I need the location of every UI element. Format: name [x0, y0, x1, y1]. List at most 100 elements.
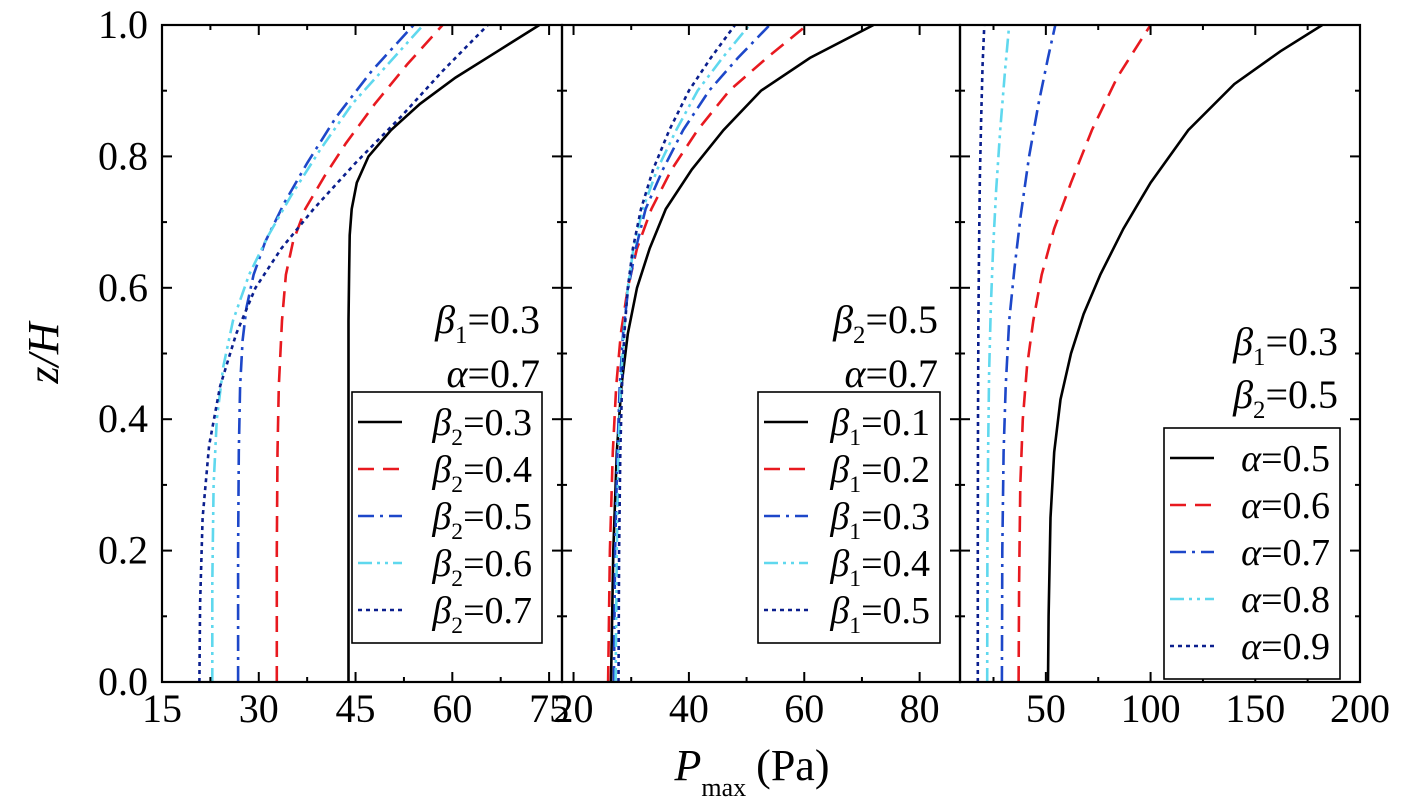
y-tick-label: 0.2: [98, 528, 148, 573]
legend-label: α=0.7: [1241, 532, 1330, 574]
y-axis-title: z/H: [19, 320, 68, 384]
panel-1-annotation: β1=0.3: [434, 297, 540, 349]
x-tick-label: 40: [669, 686, 709, 731]
panel-3: 50 100 150 200β1=0.3β2=0.5α=0.5α=0.6α=0.7α=…: [958, 23, 1390, 731]
legend-box: [351, 391, 543, 644]
legend-label: β2=0.4: [431, 449, 532, 498]
panel-1-annotation-symbol: α: [446, 351, 468, 396]
legend-label-symbol: β: [431, 496, 451, 538]
series-line-1: [1046, 25, 1323, 682]
panel-3-annotation: β2=0.5: [1232, 372, 1338, 424]
panel-2-annotation: α=0.7: [844, 351, 938, 396]
panel-1-annotation-symbol: β: [434, 297, 455, 342]
series-line-2: [1017, 25, 1152, 682]
legend-label-symbol: α: [1241, 532, 1262, 574]
panel-3-legend: α=0.5α=0.6α=0.7α=0.8α=0.9: [1163, 427, 1341, 680]
legend-label-symbol: β: [829, 449, 849, 491]
y-tick-label: 0.6: [98, 265, 148, 310]
panel-2-annotation-subscript: 2: [853, 322, 865, 349]
legend-label: β2=0.3: [431, 402, 532, 451]
legend-label-value: =0.6: [463, 543, 532, 585]
series-line-4: [985, 25, 1011, 682]
y-tick-label: 0.8: [98, 133, 148, 178]
series-line-4: [614, 25, 751, 682]
panel-3-annotation-symbol: β: [1232, 372, 1253, 417]
x-tick-label: 60: [432, 686, 472, 731]
legend-label-value: =0.4: [463, 449, 532, 491]
legend-label-symbol: β: [829, 496, 849, 538]
panel-1-legend: β2=0.3β2=0.4β2=0.5β2=0.6β2=0.7: [351, 391, 543, 644]
series-line-2: [275, 25, 444, 682]
legend-label: β1=0.4: [829, 543, 930, 592]
legend-label: β2=0.6: [431, 543, 532, 592]
legend-label-value: =0.4: [861, 543, 930, 585]
series-line-3: [1000, 25, 1057, 682]
legend-label-subscript: 2: [451, 613, 463, 639]
panel-3-annotation: β1=0.3: [1232, 319, 1338, 371]
legend-label-subscript: 2: [451, 472, 463, 498]
legend-label-value: =0.1: [861, 402, 930, 444]
legend-label-symbol: β: [431, 543, 451, 585]
legend-label: β1=0.1: [829, 402, 930, 451]
panel-1-lines: [198, 25, 541, 682]
legend-label-value: =0.5: [1261, 438, 1330, 480]
x-axis-title-main: P: [674, 741, 702, 790]
series-line-5: [617, 25, 737, 682]
legend-label-value: =0.3: [861, 496, 930, 538]
panel-2-annotation: β2=0.5: [832, 297, 938, 349]
y-tick-label: 0.0: [98, 659, 148, 704]
series-line-1: [347, 25, 541, 682]
panel-2-legend: β1=0.1β1=0.2β1=0.3β1=0.4β1=0.5: [757, 391, 941, 644]
legend-label-subscript: 1: [849, 566, 861, 592]
legend-label: α=0.8: [1241, 579, 1330, 621]
legend-label-value: =0.7: [463, 590, 532, 632]
legend-label-subscript: 1: [849, 472, 861, 498]
x-tick-label: 30: [239, 686, 279, 731]
x-tick-label: 15: [142, 686, 182, 731]
legend-label-value: =0.2: [861, 449, 930, 491]
legend-label-value: =0.5: [861, 590, 930, 632]
legend-label-value: =0.9: [1261, 626, 1330, 668]
legend-label-subscript: 2: [451, 519, 463, 545]
x-axis-title-subscript: max: [701, 773, 746, 802]
x-axis-title-unit: (Pa): [756, 741, 829, 790]
legend-box: [1163, 427, 1341, 680]
legend-label: β1=0.2: [829, 449, 930, 498]
legend-label-symbol: β: [431, 402, 451, 444]
legend-label: β2=0.5: [431, 496, 532, 545]
legend-label-symbol: α: [1241, 579, 1262, 621]
panel-3-annotation-value: =0.3: [1265, 319, 1338, 364]
legend-label-subscript: 2: [451, 425, 463, 451]
legend-label-subscript: 1: [849, 425, 861, 451]
panel-1-annotation-value: =0.7: [467, 351, 540, 396]
panel-2: 20 40 60 80β2=0.5α=0.7β1=0.1β1=0.2β1=0.3β1=…: [554, 23, 962, 731]
panel-2-annotation-value: =0.7: [865, 351, 938, 396]
legend-label-symbol: β: [829, 590, 849, 632]
panel-3-annotation-subscript: 2: [1253, 397, 1265, 424]
x-tick-label: 200: [1330, 686, 1390, 731]
panel-2-lines: [606, 25, 875, 682]
x-tick-label: 60: [784, 686, 824, 731]
legend-label-symbol: β: [829, 402, 849, 444]
legend-label-value: =0.5: [463, 496, 532, 538]
legend-label-value: =0.6: [1261, 485, 1330, 527]
chart-panels: 15 30 45 60 75β1=0.3α=0.7β2=0.3β2=0.4β2=0.5β…: [142, 23, 1390, 731]
panel-1-annotation-value: =0.3: [467, 297, 540, 342]
x-axis-title: Pmax (Pa): [674, 741, 830, 802]
legend-label: α=0.6: [1241, 485, 1330, 527]
series-line-5: [976, 25, 986, 682]
legend-label-symbol: β: [829, 543, 849, 585]
panel-3-annotation-value: =0.5: [1265, 372, 1338, 417]
panel-3-lines: [976, 25, 1323, 682]
series-line-3: [236, 25, 415, 682]
x-tick-label: 100: [1121, 686, 1181, 731]
x-tick-label: 150: [1225, 686, 1285, 731]
legend-box: [757, 391, 941, 644]
x-tick-label: 80: [900, 686, 940, 731]
legend-label-symbol: β: [431, 449, 451, 491]
legend-label: β2=0.7: [431, 590, 532, 639]
legend-label: β1=0.5: [829, 590, 930, 639]
panel-1-annotation: α=0.7: [446, 351, 540, 396]
legend-label: β1=0.3: [829, 496, 930, 545]
